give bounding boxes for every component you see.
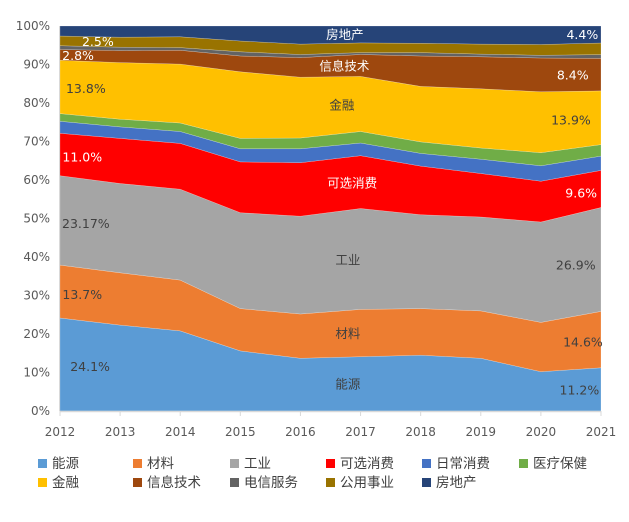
data-label: 2.5%: [82, 34, 114, 49]
y-tick-label: 40%: [23, 250, 50, 264]
data-label: 13.8%: [66, 81, 106, 96]
legend-item: 能源: [38, 456, 79, 472]
area-series-10: [59, 25, 602, 45]
x-tick-label: 2021: [586, 425, 617, 439]
legend-label: 工业: [244, 456, 271, 472]
data-label: 材料: [335, 326, 361, 341]
y-tick-label: 20%: [23, 327, 50, 341]
x-tick-label: 2017: [345, 425, 376, 439]
legend-label: 医疗保健: [533, 456, 587, 472]
data-label: 能源: [335, 377, 361, 392]
x-tick-label: 2012: [45, 425, 76, 439]
legend-item: 材料: [133, 456, 174, 472]
y-axis-labels: 0% 10% 20% 30% 40% 50% 60% 70% 80% 90% 100%: [16, 19, 50, 418]
axes: [59, 26, 602, 416]
data-label: 11.0%: [62, 149, 102, 164]
x-tick-label: 2014: [165, 425, 196, 439]
legend-swatch: [230, 478, 239, 487]
data-label: 9.6%: [565, 186, 597, 201]
y-tick-label: 90%: [23, 58, 50, 72]
x-tick-label: 2020: [526, 425, 557, 439]
legend-item: 日常消费: [422, 456, 490, 472]
data-label: 13.7%: [62, 287, 102, 302]
y-tick-label: 50%: [23, 212, 50, 226]
data-label: 金融: [329, 98, 355, 113]
legend-label: 公用事业: [340, 475, 394, 491]
y-tick-label: 60%: [23, 173, 50, 187]
legend-label: 房地产: [436, 475, 477, 491]
legend-swatch: [519, 459, 528, 468]
x-tick-label: 2013: [105, 425, 136, 439]
y-tick-label: 100%: [16, 19, 50, 33]
x-axis-labels: 2012 2013 2014 2015 2016 2017 2018 2019 2020 2021: [45, 425, 617, 439]
y-tick-label: 70%: [23, 135, 50, 149]
legend-item: 电信服务: [230, 475, 298, 491]
legend-item: 工业: [230, 456, 271, 472]
legend-swatch: [326, 459, 335, 468]
data-label: 2.8%: [62, 48, 94, 63]
legend-swatch: [422, 478, 431, 487]
legend-swatch: [133, 478, 142, 487]
data-label: 23.17%: [62, 216, 110, 231]
legend-swatch: [422, 459, 431, 468]
legend-label: 日常消费: [436, 456, 490, 472]
legend-swatch: [38, 459, 47, 468]
legend-item: 医疗保健: [519, 456, 587, 472]
data-label: 24.1%: [70, 359, 110, 374]
data-label: 13.9%: [551, 112, 591, 127]
data-label: 14.6%: [563, 334, 603, 349]
legend-swatch: [230, 459, 239, 468]
legend-label: 金融: [52, 475, 79, 491]
legend-item: 房地产: [422, 475, 477, 491]
data-label: 11.2%: [560, 383, 600, 398]
y-tick-label: 10%: [23, 366, 50, 380]
x-tick-label: 2019: [466, 425, 497, 439]
data-label: 26.9%: [556, 257, 596, 272]
data-label: 房地产: [326, 27, 364, 42]
data-label: 可选消费: [327, 176, 377, 191]
y-tick-label: 80%: [23, 96, 50, 110]
y-tick-label: 30%: [23, 289, 50, 303]
legend-label: 材料: [147, 456, 174, 472]
x-tick-label: 2016: [285, 425, 316, 439]
legend-item: 公用事业: [326, 475, 394, 491]
legend-swatch: [133, 459, 142, 468]
x-tick-label: 2018: [405, 425, 436, 439]
legend-label: 能源: [52, 456, 79, 472]
x-tick-label: 2015: [225, 425, 256, 439]
areas: [59, 25, 602, 412]
legend-item: 金融: [38, 475, 79, 491]
legend-swatch: [326, 478, 335, 487]
legend-label: 信息技术: [147, 474, 201, 491]
data-labels: 24.1% 13.7% 23.17% 11.0% 13.8% 2.8%2.5% 房地产信息技…: [62, 27, 603, 397]
legend-label: 可选消费: [340, 456, 394, 472]
data-label: 信息技术: [319, 58, 370, 73]
legend-swatch: [38, 478, 47, 487]
data-label: 8.4%: [557, 67, 589, 82]
y-tick-label: 0%: [31, 404, 50, 418]
data-label: 工业: [335, 253, 360, 268]
legend-item: 可选消费: [326, 456, 394, 472]
data-label: 4.4%: [566, 27, 598, 42]
legend-item: 信息技术: [133, 474, 201, 491]
legend-label: 电信服务: [244, 475, 298, 491]
